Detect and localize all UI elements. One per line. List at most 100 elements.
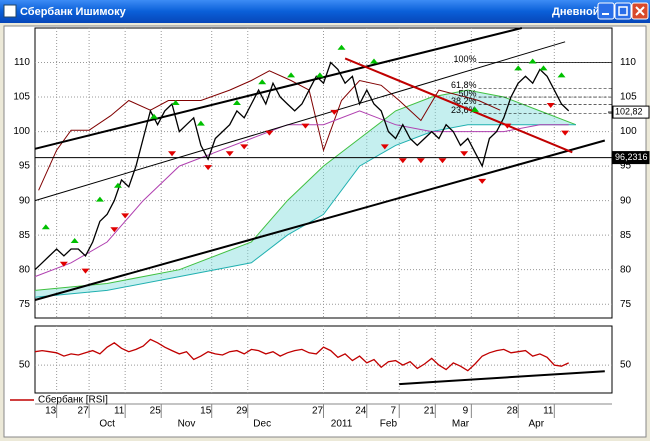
- up-signal: [369, 58, 378, 64]
- down-signal: [240, 144, 249, 150]
- down-signal: [81, 268, 90, 274]
- legend-label: Сбербанк [RSI]: [38, 394, 108, 406]
- price-line: [34, 338, 569, 372]
- y-tick-label: 95: [620, 161, 632, 172]
- price-label: 102,82: [615, 106, 643, 116]
- x-tick-label: 28: [507, 406, 519, 417]
- fib-label: 38,2%: [451, 96, 477, 106]
- trend-line: [34, 27, 523, 150]
- down-signal: [546, 102, 555, 108]
- down-signal: [204, 165, 213, 171]
- x-tick-label: 24: [355, 406, 367, 417]
- y-tick-label: 75: [19, 299, 31, 310]
- down-signal: [438, 158, 447, 164]
- down-signal: [503, 123, 512, 129]
- cloud-fill: [35, 90, 576, 298]
- up-signal: [528, 58, 537, 64]
- x-tick-label: 9: [463, 406, 469, 417]
- trend-line: [34, 139, 606, 301]
- fib-label: 23,6%: [451, 105, 477, 115]
- x-tick-label: 27: [78, 406, 90, 417]
- month-label: Dec: [253, 419, 271, 430]
- up-signal: [539, 65, 548, 71]
- price-label: 96,2316: [615, 152, 648, 162]
- up-signal: [470, 106, 479, 112]
- fib-label: 100%: [454, 54, 477, 64]
- up-signal: [315, 72, 324, 78]
- down-signal: [380, 144, 389, 150]
- up-signal: [557, 72, 566, 78]
- month-label: Oct: [99, 419, 115, 430]
- y-tick-label: 50: [19, 360, 31, 371]
- y-tick-label: 90: [19, 195, 31, 206]
- down-signal: [121, 213, 130, 219]
- up-signal: [287, 72, 296, 78]
- up-signal: [113, 182, 122, 188]
- fib-label: 50%: [459, 88, 477, 98]
- maximize-button[interactable]: [614, 2, 632, 20]
- y-tick-label: 85: [620, 230, 632, 241]
- up-signal: [41, 224, 50, 230]
- down-signal: [265, 130, 274, 136]
- y-tick-label: 85: [19, 230, 31, 241]
- x-tick-label: 21: [424, 406, 436, 417]
- y-tick-label: 80: [620, 264, 632, 275]
- up-signal: [258, 79, 267, 85]
- fib-label: 61,8%: [451, 80, 477, 90]
- down-signal: [460, 151, 469, 157]
- trend-line: [344, 57, 573, 154]
- down-signal: [110, 227, 119, 233]
- minimize-button[interactable]: [597, 2, 615, 20]
- y-tick-label: 110: [620, 57, 636, 68]
- down-signal: [398, 158, 407, 164]
- up-signal: [337, 44, 346, 50]
- down-signal: [301, 123, 310, 129]
- title-bar: [0, 0, 650, 23]
- y-tick-label: 50: [620, 360, 632, 371]
- x-tick-label: 13: [45, 406, 57, 417]
- down-signal: [561, 130, 570, 136]
- price-line: [34, 61, 570, 271]
- trend-line: [399, 370, 605, 386]
- month-label: Mar: [452, 419, 470, 430]
- down-signal: [416, 158, 425, 164]
- y-tick-label: 100: [620, 126, 637, 137]
- y-tick-label: 80: [19, 264, 31, 275]
- y-tick-label: 95: [19, 161, 31, 172]
- up-signal: [95, 196, 104, 202]
- window-title: Сбербанк Ишимоку: [20, 6, 127, 18]
- window-icon: [3, 4, 17, 18]
- price-label-box: [612, 151, 650, 165]
- y-tick-label: 110: [14, 57, 30, 68]
- down-signal: [168, 151, 177, 157]
- y-tick-label: 105: [13, 92, 30, 103]
- down-signal: [478, 178, 487, 184]
- y-tick-label: 75: [620, 299, 632, 310]
- y-tick-label: 105: [620, 92, 637, 103]
- down-signal: [330, 109, 339, 115]
- x-tick-label: 15: [200, 406, 212, 417]
- month-label: 2011: [331, 419, 353, 430]
- x-tick-label: 7: [390, 406, 396, 417]
- indicator-line: [38, 70, 501, 191]
- up-signal: [70, 238, 79, 244]
- month-label: Feb: [380, 419, 398, 430]
- down-signal: [225, 151, 234, 157]
- up-signal: [196, 120, 205, 126]
- up-signal: [232, 99, 241, 105]
- y-tick-label: 90: [620, 195, 632, 206]
- up-signal: [150, 113, 159, 119]
- y-tick-label: 100: [13, 126, 30, 137]
- up-signal: [514, 65, 523, 71]
- x-tick-label: 25: [150, 406, 162, 417]
- price-label-box: [612, 105, 650, 119]
- month-label: Apr: [528, 419, 544, 430]
- up-signal: [171, 99, 180, 105]
- trend-line: [34, 41, 566, 202]
- x-tick-label: 27: [312, 406, 324, 417]
- timeframe: Дневной: [552, 6, 600, 18]
- month-label: Nov: [178, 419, 196, 430]
- close-icon: [635, 6, 645, 16]
